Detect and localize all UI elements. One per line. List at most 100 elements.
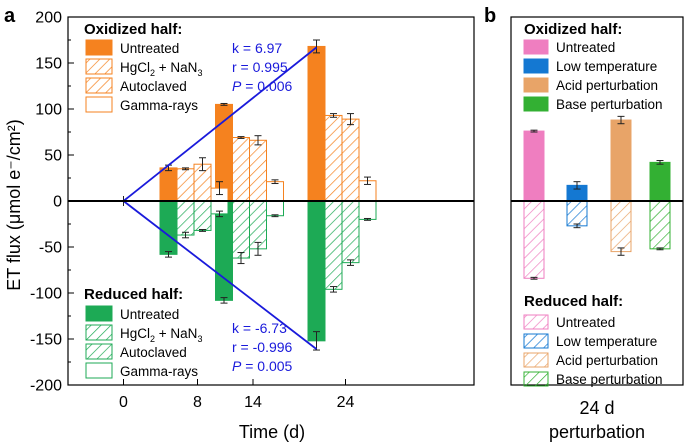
oxidized-legend: Oxidized half: Untreated HgCl2 + NaN3 Au… — [84, 21, 293, 113]
bar-reduced-series2-day24 — [341, 200, 360, 264]
reduced-legend-title: Reduced half: — [84, 286, 183, 303]
legend-swatch-b-ox-0 — [523, 39, 549, 55]
bar-reduced-series1-day24 — [324, 200, 343, 290]
oxidized-p: P = 0.006 — [232, 78, 293, 94]
panel-b-reduced-title: Reduced half: — [524, 293, 623, 310]
panel-a-fit-lines — [122, 46, 318, 350]
bar-b-reduced-0 — [523, 200, 545, 279]
bar-oxidized-series1-day24 — [324, 114, 343, 202]
legend-label-b-red-2: Acid perturbation — [556, 353, 658, 368]
y-tick-label: 50 — [44, 148, 62, 165]
x-tick-label: 8 — [193, 394, 202, 411]
panel-b-oxidized-legend: Oxidized half: Untreated Low temperature A… — [523, 21, 663, 112]
x-tick-label: 0 — [119, 394, 128, 411]
bar-reduced-series3-day24 — [358, 200, 377, 220]
y-tick-label: -100 — [30, 286, 62, 303]
panel-a-letter: a — [4, 5, 16, 27]
legend-swatch-autoclaved-ox — [85, 77, 113, 94]
panel-a-bars — [123, 39, 377, 351]
reduced-legend: Reduced half: Untreated HgCl2 + NaN3 Aut… — [84, 286, 293, 379]
y-axis-title: ET flux (μmol e⁻/cm²) — [4, 119, 24, 291]
bar-reduced-series0-day14 — [215, 200, 233, 301]
legend-swatch-b-red-2 — [523, 352, 549, 368]
panel-b-reduced-legend: Reduced half: Untreated Low temperature Ac… — [523, 293, 663, 387]
bar-reduced-series3-day14 — [266, 200, 284, 217]
legend-label-gamma-ox: Gamma-rays — [120, 98, 198, 113]
reduced-r: r = -0.996 — [232, 339, 293, 355]
legend-swatch-untreated-red — [85, 305, 113, 322]
panel-b-frame — [510, 16, 684, 386]
bar-b-reduced-1 — [566, 200, 588, 227]
x-tick-label: 14 — [244, 394, 262, 411]
legend-label-gamma-red: Gamma-rays — [120, 364, 198, 379]
legend-swatch-b-ox-1 — [523, 58, 549, 74]
panel-b-xlabel-line1: 24 d — [579, 398, 614, 418]
oxidized-fit — [122, 46, 318, 202]
legend-swatch-b-ox-3 — [523, 96, 549, 112]
y-tick-label: 200 — [35, 10, 62, 27]
bar-b-oxidized-0 — [523, 130, 545, 202]
y-tick-label: 150 — [35, 56, 62, 73]
legend-label-b-red-1: Low temperature — [556, 334, 657, 349]
bar-b-reduced-3 — [649, 200, 671, 250]
panel-a: a ET flux (μmol e⁻/cm²) -200 -150 -100 -50 0… — [4, 5, 475, 442]
bar-oxidized-series3-day14 — [266, 181, 284, 202]
bar-oxidized-series0-day24 — [307, 45, 326, 202]
legend-swatch-b-red-0 — [523, 314, 549, 330]
legend-label-autoclaved-red: Autoclaved — [120, 345, 187, 360]
y-tick-label: -50 — [39, 240, 62, 257]
legend-label-b-ox-0: Untreated — [556, 40, 615, 55]
y-tick-label: 0 — [53, 194, 62, 211]
y-axis-ticks: -200 -150 -100 -50 0 50 100 150 200 — [30, 10, 74, 395]
y-tick-label: 100 — [35, 102, 62, 119]
reduced-k: k = -6.73 — [232, 320, 287, 336]
bar-oxidized-series0-day14 — [215, 103, 233, 202]
panel-b-xlabel-line2: perturbation — [549, 422, 645, 442]
legend-label-b-ox-3: Base perturbation — [556, 97, 663, 112]
legend-swatch-gamma-red — [85, 362, 113, 379]
panel-a-frame — [67, 16, 475, 386]
legend-swatch-b-ox-2 — [523, 77, 549, 93]
reduced-p: P = 0.005 — [232, 358, 293, 374]
bar-oxidized-series0-day8 — [159, 167, 178, 202]
bar-reduced-series0-day24 — [307, 200, 326, 342]
legend-label-hgcl2-ox: HgCl2 + NaN3 — [120, 60, 202, 78]
bar-oxidized-series2-day24 — [341, 118, 360, 202]
legend-label-hgcl2-red: HgCl2 + NaN3 — [120, 326, 202, 344]
bar-reduced-series2-day14 — [249, 200, 267, 250]
legend-swatch-untreated-ox — [85, 39, 113, 56]
bar-oxidized-series1-day8 — [176, 168, 195, 202]
oxidized-r: r = 0.995 — [232, 59, 288, 75]
bar-reduced-series0-day8 — [159, 200, 178, 255]
legend-swatch-b-red-1 — [523, 333, 549, 349]
bar-oxidized-series2-day14 — [249, 139, 267, 202]
y-tick-label: -150 — [30, 332, 62, 349]
x-tick-label: 24 — [337, 394, 355, 411]
panel-b-bars — [523, 115, 671, 280]
bar-reduced-series2-day8 — [193, 200, 212, 231]
bar-reduced-series1-day8 — [176, 200, 195, 236]
oxidized-legend-title: Oxidized half: — [84, 21, 182, 38]
x-axis-title: Time (d) — [239, 422, 305, 442]
legend-label-untreated-ox: Untreated — [120, 41, 179, 56]
reduced-fit — [122, 200, 318, 350]
legend-label-b-red-0: Untreated — [556, 315, 615, 330]
legend-swatch-gamma-ox — [85, 96, 113, 113]
x-axis-ticks: 0 8 14 24 — [119, 379, 355, 411]
bar-oxidized-series1-day14 — [232, 137, 250, 202]
legend-swatch-hgcl2-red — [85, 324, 113, 341]
bar-reduced-series1-day14 — [232, 200, 250, 259]
legend-swatch-autoclaved-red — [85, 343, 113, 360]
legend-label-b-red-3: Base perturbation — [556, 372, 663, 387]
oxidized-k: k = 6.97 — [232, 40, 282, 56]
bar-b-reduced-2 — [610, 200, 632, 253]
y-tick-label: -200 — [30, 378, 62, 395]
legend-label-untreated-red: Untreated — [120, 307, 179, 322]
legend-label-b-ox-1: Low temperature — [556, 59, 657, 74]
panel-b-oxidized-title: Oxidized half: — [524, 21, 622, 38]
legend-label-autoclaved-ox: Autoclaved — [120, 79, 187, 94]
legend-label-b-ox-2: Acid perturbation — [556, 78, 658, 93]
legend-swatch-b-red-3 — [523, 371, 549, 387]
bar-b-oxidized-3 — [649, 161, 671, 202]
